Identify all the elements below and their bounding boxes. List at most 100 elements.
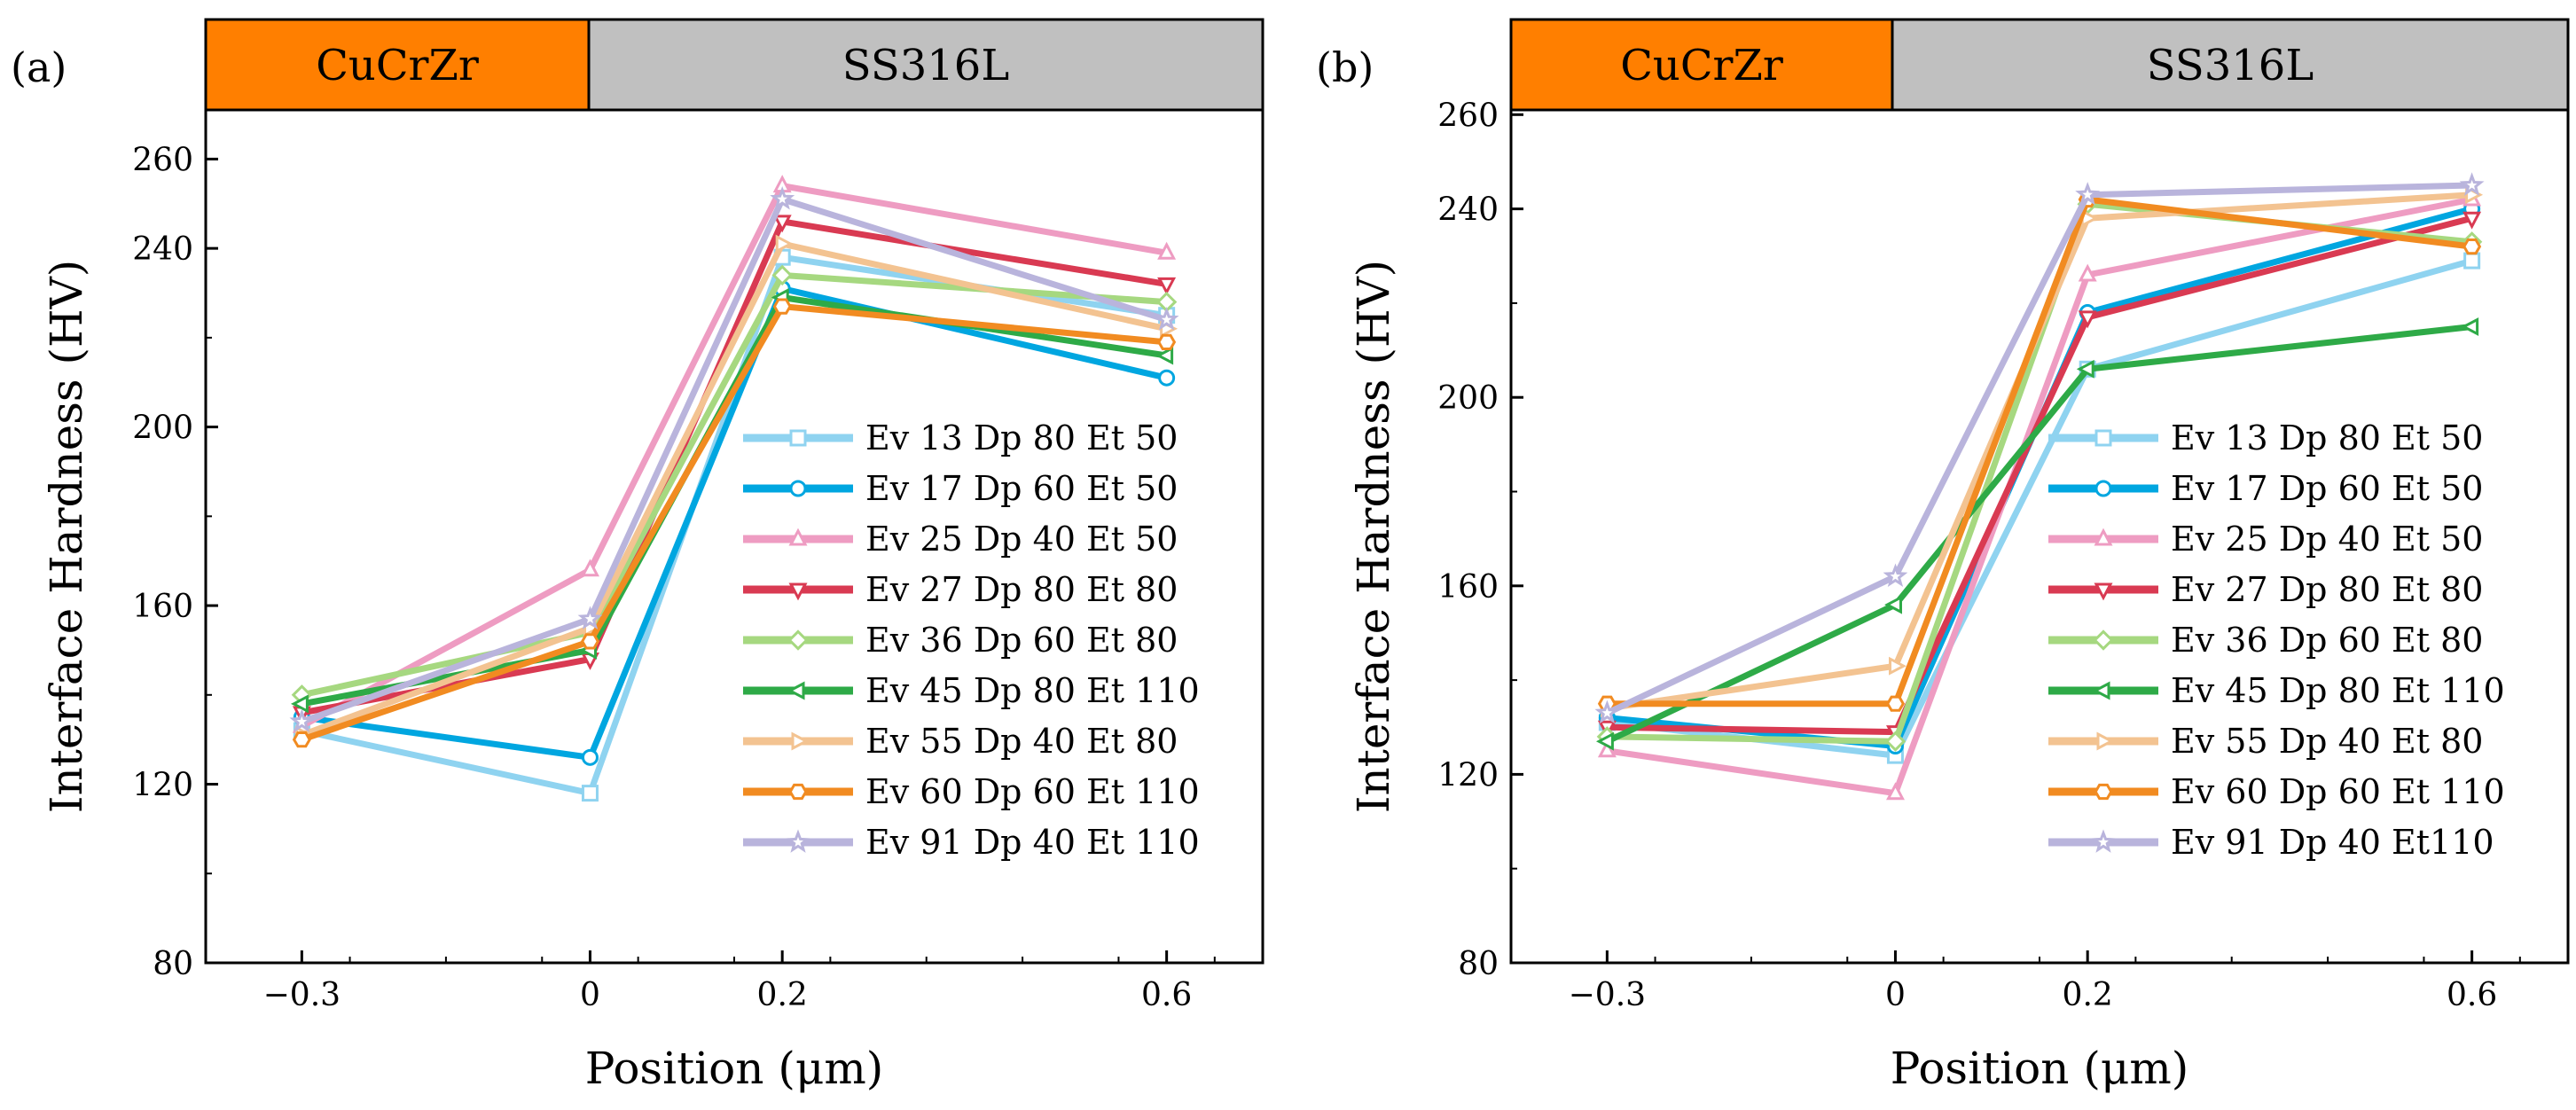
series-line (301, 285, 1168, 761)
data-point (1157, 277, 1177, 295)
legend-marker (2094, 528, 2113, 546)
series-9 (1594, 172, 2485, 724)
legend-marker (2094, 429, 2112, 447)
data-point (1158, 369, 1176, 387)
legend-entry: Ev 27 Dp 80 Et 80 (2171, 570, 2483, 609)
series-line (1606, 192, 2472, 712)
legend-marker (2091, 829, 2116, 853)
y-tick-label: 160 (1437, 569, 1499, 606)
legend-marker (789, 429, 807, 447)
data-point (2076, 359, 2094, 379)
data-point (580, 633, 600, 650)
legend-entry: Ev 36 Dp 60 Et 80 (865, 621, 1178, 660)
data-point (2462, 211, 2482, 230)
data-point (1595, 731, 1614, 751)
legend-entry: Ev 91 Dp 40 Et110 (2171, 823, 2494, 862)
data-point (2461, 317, 2479, 336)
x-tick-label: 0 (580, 977, 600, 1013)
data-point (290, 694, 309, 714)
legend-entry: Ev 45 Dp 80 Et 110 (865, 671, 1200, 710)
legend-marker (2094, 480, 2112, 497)
chart-panel-b: CuCrZr SS316L (b) 80 120 160 200 240 260 −0.3 0 0.2… (1316, 18, 2570, 1094)
data-point (289, 708, 315, 732)
band-label-cucrzr: CuCrZr (316, 41, 479, 90)
y-tick-label: 260 (1437, 98, 1499, 134)
band-ss316l (587, 18, 1265, 112)
x-axis-title: Position (μm) (585, 1043, 884, 1094)
legend-entry: Ev 13 Dp 80 Et 50 (865, 418, 1178, 457)
data-point (1885, 695, 1906, 712)
data-point (577, 606, 603, 630)
y-tick-label: 200 (132, 410, 193, 447)
data-point (1157, 333, 1177, 350)
y-axis-title: Interface Hardness (HV) (41, 260, 92, 813)
series-line (1606, 196, 2473, 797)
legend-entry: Ev 17 Dp 60 Et 50 (2171, 469, 2483, 508)
data-point (581, 785, 599, 802)
data-point (1884, 731, 1907, 752)
legend-entry: Ev 45 Dp 80 Et 110 (2171, 671, 2505, 710)
data-point (770, 186, 795, 210)
series-line (301, 196, 1168, 725)
data-point (581, 559, 599, 577)
x-axis-title: Position (μm) (1891, 1043, 2189, 1094)
legend-marker (791, 731, 810, 751)
band-label-cucrzr: CuCrZr (1620, 41, 1783, 90)
y-tick-label: 120 (132, 768, 193, 804)
data-point (2078, 310, 2097, 329)
legend: Ev 13 Dp 80 Et 50 Ev 17 Dp 60 Et 50 Ev 25 … (2048, 418, 2505, 862)
data-point (1597, 739, 1617, 758)
legend-entry: Ev 17 Dp 60 Et 50 (865, 469, 1178, 508)
x-tick-label: 0.6 (2447, 977, 2497, 1013)
y-tick-label: 80 (1458, 946, 1499, 982)
band-label-ss316l: SS316L (842, 41, 1009, 90)
series-line (1607, 196, 2473, 707)
legend-entry: Ev 60 Dp 60 Et 110 (2171, 772, 2505, 811)
chart-panel-a: CuCrZr SS316L (a) 80 120 160 200 240 260 −0.3 0 0.2… (11, 18, 1265, 1094)
data-point (1884, 595, 1902, 614)
data-point (581, 748, 599, 766)
legend-marker (2093, 629, 2114, 651)
legend-marker (788, 528, 808, 546)
data-point (1883, 563, 1908, 588)
data-point (2462, 238, 2482, 255)
legend-marker (786, 829, 810, 853)
x-tick-label: 0 (1885, 977, 1906, 1013)
legend: Ev 13 Dp 80 Et 50 Ev 17 Dp 60 Et 50 Ev 25 … (743, 418, 1200, 862)
legend-marker (788, 582, 808, 601)
legend-marker (789, 480, 807, 497)
data-point (292, 731, 311, 748)
y-tick-label: 260 (132, 142, 193, 178)
band-label-ss316l: SS316L (2147, 41, 2314, 90)
y-tick-label: 160 (132, 589, 193, 625)
x-tick-label: −0.3 (263, 977, 341, 1013)
legend-entry: Ev 60 Dp 60 Et 110 (865, 772, 1200, 811)
data-point (1594, 700, 1620, 724)
y-tick-label: 120 (1437, 757, 1499, 793)
data-point (772, 215, 792, 233)
legend-entry: Ev 27 Dp 80 Et 80 (865, 570, 1178, 609)
series-9 (289, 186, 1179, 732)
x-tick-label: −0.3 (1569, 977, 1646, 1013)
x-tick-label: 0.2 (2063, 977, 2113, 1013)
data-point (1155, 346, 1174, 365)
data-point (2075, 182, 2101, 206)
band-cucrzr (204, 18, 591, 112)
legend-entry: Ev 36 Dp 60 Et 80 (2171, 621, 2483, 660)
data-point (1154, 306, 1179, 331)
band-cucrzr (1509, 18, 1894, 112)
data-point (1889, 656, 1907, 676)
legend-entry: Ev 25 Dp 40 Et 50 (865, 520, 1178, 559)
series-line (1607, 215, 2473, 736)
data-point (2078, 263, 2097, 282)
legend-marker (2094, 783, 2113, 801)
legend-entry: Ev 55 Dp 40 Et 80 (865, 722, 1178, 761)
series-line (301, 303, 1167, 743)
legend-marker (2092, 681, 2110, 700)
y-tick-label: 240 (132, 231, 193, 268)
panel-label: (b) (1316, 43, 1374, 91)
series-6 (1595, 317, 2479, 751)
x-tick-label: 0.2 (757, 977, 808, 1013)
y-axis-title: Interface Hardness (HV) (1348, 260, 1399, 813)
